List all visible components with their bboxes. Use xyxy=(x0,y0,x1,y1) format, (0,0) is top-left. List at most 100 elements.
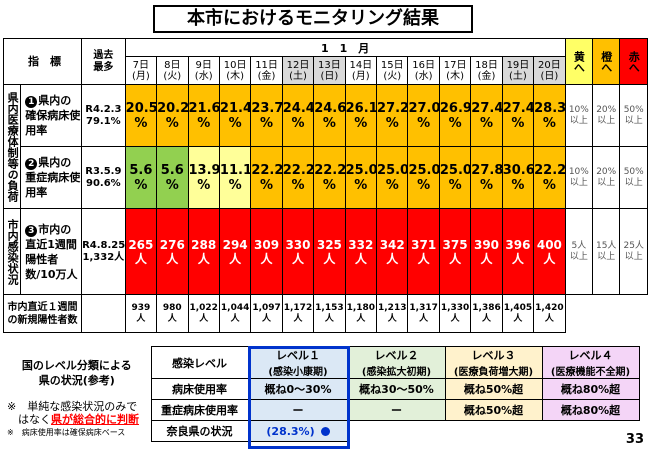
level-orange-header: 橙へ xyxy=(592,38,621,85)
daily-value: 332 人 xyxy=(344,208,378,295)
daily-value: 20.5% xyxy=(124,84,158,147)
weekly-past-empty xyxy=(81,294,126,333)
threshold-value: 20% 以上 xyxy=(592,146,621,209)
day-header: 15日 (火) xyxy=(376,56,409,85)
weekly-count-value: 1,180 人 xyxy=(344,294,378,333)
level-4-header: レベル４ (医療機能不全期) xyxy=(541,346,640,379)
weekly-count-value: 1,317 人 xyxy=(407,294,440,333)
daily-value: 27.4% xyxy=(501,84,535,147)
daily-value: 27.2% xyxy=(376,84,409,147)
weekly-count-value: 1,153 人 xyxy=(313,294,346,333)
past-max-value: R3.5.9 90.6% xyxy=(81,146,126,209)
daily-value: 22.2% xyxy=(281,146,315,209)
infection-group-label: 市内感染状況 xyxy=(2,208,22,295)
indicator-number-icon: 3 xyxy=(25,224,38,237)
level-2-header: レベル２ (感染拡大初期) xyxy=(347,346,446,379)
month-header: 1 1 月 xyxy=(124,38,566,57)
page-number: 33 xyxy=(625,432,644,447)
indicator-header: 指 標 xyxy=(2,38,83,85)
day-header: 11日 (金) xyxy=(250,56,283,85)
daily-value: 25.0% xyxy=(407,146,440,209)
level-row-label: 奈良県の状況 xyxy=(150,420,249,442)
daily-value: 265 人 xyxy=(124,208,158,295)
level-cell xyxy=(445,421,542,442)
daily-value: 375 人 xyxy=(438,208,472,295)
daily-value: 330 人 xyxy=(281,208,315,295)
past-max-value: R4.2.3 79.1% xyxy=(81,84,126,147)
day-header: 14日 (月) xyxy=(344,56,378,85)
threshold-value: 20% 以上 xyxy=(592,84,621,147)
level-row-label: 重症病床使用率 xyxy=(150,399,249,421)
weekly-empty-cell xyxy=(564,294,648,333)
indicator-label-3: 3 市内の直近1週間陽性者数/10万人 xyxy=(20,208,83,295)
daily-value: 28.3% xyxy=(533,84,566,147)
medical-group-label: 県内医療体制等の負荷 xyxy=(2,84,22,209)
level-table: 国のレベル分類による 県の状況(参考) 感染レベル レベル１ (感染小康期) レベル… xyxy=(3,346,640,442)
level-cell: 概ね30～50% xyxy=(347,378,446,400)
daily-value: 26.1% xyxy=(344,84,378,147)
level-cell xyxy=(542,421,639,442)
daily-value: 288 人 xyxy=(187,208,220,295)
level-table-title: 国のレベル分類による 県の状況(参考) xyxy=(21,359,132,387)
indicator-number-icon: 2 xyxy=(25,158,38,170)
weekly-count-value: 1,044 人 xyxy=(218,294,252,333)
daily-value: 276 人 xyxy=(156,208,189,295)
threshold-value: 50% 以上 xyxy=(619,146,648,209)
level-1-header: レベル１ (感染小康期) xyxy=(247,346,349,379)
current-status-dot-icon xyxy=(320,427,330,436)
level-3-header: レベル３ (医療負荷増大期) xyxy=(444,346,543,379)
day-header: 13日 (日) xyxy=(313,56,346,85)
page-title: 本市におけるモニタリング結果 xyxy=(153,5,473,33)
daily-value: 23.7% xyxy=(250,84,283,147)
level-notes: ※ 単純な感染状況のみで はなく県が総合的に判断 ※ 病床使用率は確保病床ベース xyxy=(7,399,139,437)
daily-value: 294 人 xyxy=(218,208,252,295)
indicator-label-2: 2 県内の重症病床使用率 xyxy=(20,146,83,209)
daily-value: 342 人 xyxy=(376,208,409,295)
threshold-value: 10% 以上 xyxy=(564,84,594,147)
daily-value: 20.2% xyxy=(156,84,189,147)
level-row-label: 病床使用率 xyxy=(150,378,249,400)
weekly-count-label: 市内直近１週間 の新規陽性者数 xyxy=(2,294,83,333)
indicator-number-icon: 1 xyxy=(25,96,38,108)
level-cell: 概ね80%超 xyxy=(541,378,640,400)
level-red-header: 赤へ xyxy=(619,38,648,85)
daily-value: 11.1% xyxy=(218,146,252,209)
level-cell: 概ね0～30% xyxy=(247,378,349,400)
daily-value: 22.2% xyxy=(313,146,346,209)
daily-value: 5.6% xyxy=(124,146,158,209)
day-header: 18日 (金) xyxy=(470,56,503,85)
day-header: 12日 (土) xyxy=(281,56,315,85)
day-header: 19日 (土) xyxy=(501,56,535,85)
day-header: 16日 (水) xyxy=(407,56,440,85)
level-yellow-header: 黄へ xyxy=(564,38,594,85)
daily-value: 400 人 xyxy=(533,208,566,295)
weekly-count-value: 939 人 xyxy=(124,294,158,333)
day-header: 17日 (木) xyxy=(438,56,472,85)
daily-value: 25.0% xyxy=(438,146,472,209)
day-header: 9日 (水) xyxy=(187,56,220,85)
threshold-value: 10% 以上 xyxy=(564,146,594,209)
weekly-count-value: 980 人 xyxy=(156,294,189,333)
threshold-value: 15人 以上 xyxy=(592,208,621,295)
threshold-value: 50% 以上 xyxy=(619,84,648,147)
weekly-count-value: 1,330 人 xyxy=(438,294,472,333)
indicator-label-1: 1 県内の確保病床使用率 xyxy=(20,84,83,147)
daily-value: 390 人 xyxy=(470,208,503,295)
level-cell: ー xyxy=(247,399,349,421)
daily-value: 27.4% xyxy=(470,84,503,147)
daily-value: 26.9% xyxy=(438,84,472,147)
weekly-count-value: 1,386 人 xyxy=(470,294,503,333)
weekly-count-value: 1,405 人 xyxy=(501,294,535,333)
level-cell: 概ね50%超 xyxy=(444,399,543,421)
weekly-count-value: 1,022 人 xyxy=(187,294,220,333)
daily-value: 325 人 xyxy=(313,208,346,295)
weekly-count-value: 1,172 人 xyxy=(281,294,315,333)
level-col-header: 感染レベル xyxy=(150,346,249,379)
daily-value: 396 人 xyxy=(501,208,535,295)
level-cell: 概ね50%超 xyxy=(444,378,543,400)
weekly-count-value: 1,420 人 xyxy=(533,294,566,333)
threshold-value: 5人 以上 xyxy=(564,208,594,295)
day-header: 10日 (木) xyxy=(218,56,252,85)
weekly-count-value: 1,213 人 xyxy=(376,294,409,333)
level-cell: ー xyxy=(347,399,446,421)
